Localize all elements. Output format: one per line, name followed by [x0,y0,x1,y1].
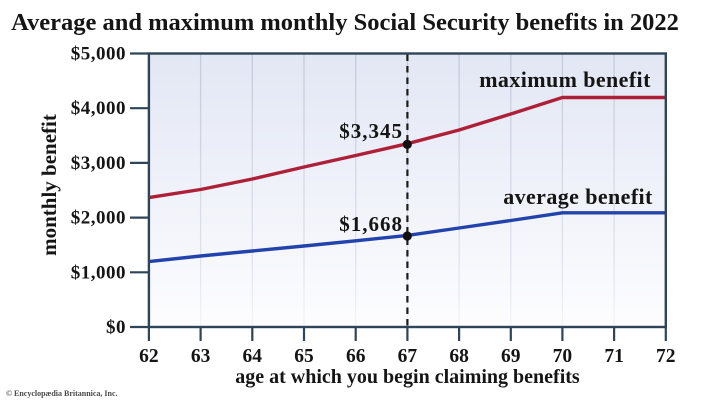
svg-text:69: 69 [501,346,521,367]
svg-text:66: 66 [346,346,366,367]
svg-text:68: 68 [449,346,469,367]
svg-text:70: 70 [553,346,573,367]
svg-text:72: 72 [656,346,676,367]
svg-text:average benefit: average benefit [503,184,653,209]
svg-text:$3,000: $3,000 [71,153,126,174]
svg-text:$3,345: $3,345 [339,119,403,143]
svg-text:71: 71 [604,346,624,367]
svg-text:$0: $0 [106,317,126,338]
svg-text:Average and maximum monthly So: Average and maximum monthly Social Secur… [11,9,679,36]
svg-text:67: 67 [398,346,418,367]
svg-text:© Encyclopædia Britannica, Inc: © Encyclopædia Britannica, Inc. [6,389,118,398]
svg-text:$1,000: $1,000 [71,262,126,283]
svg-text:63: 63 [191,346,211,367]
svg-text:age at which you begin claimin: age at which you begin claiming benefits [235,366,580,388]
svg-text:$1,668: $1,668 [339,212,403,236]
svg-text:monthly benefit: monthly benefit [37,114,61,256]
svg-text:maximum benefit: maximum benefit [479,67,651,92]
svg-text:62: 62 [139,346,159,367]
svg-text:65: 65 [294,346,314,367]
svg-text:$5,000: $5,000 [71,44,126,65]
svg-text:$4,000: $4,000 [71,98,126,119]
svg-text:64: 64 [243,346,263,367]
svg-text:$2,000: $2,000 [71,208,126,229]
